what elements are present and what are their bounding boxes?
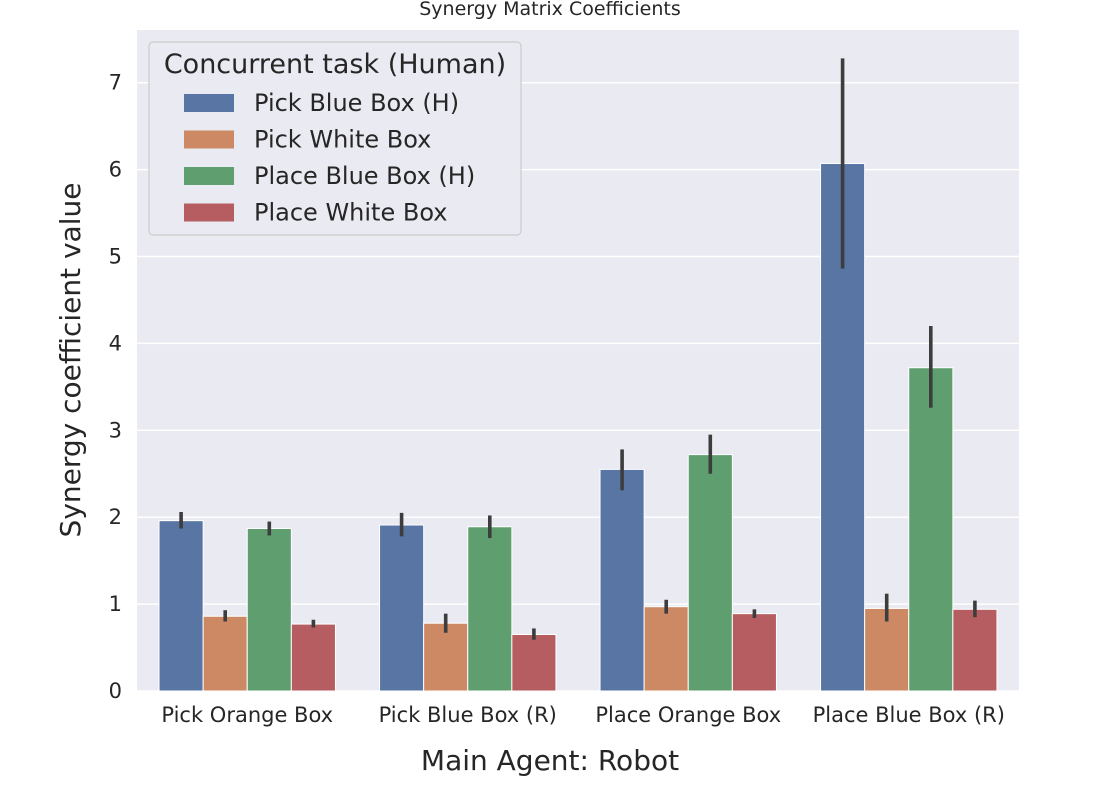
legend-title: Concurrent task (Human) [164,49,506,80]
y-tick-label: 1 [109,592,122,616]
x-axis-label: Main Agent: Robot [421,744,679,777]
bar [731,613,777,692]
y-tick-label: 4 [109,331,122,355]
chart-title: Synergy Matrix Coefficients [419,0,680,20]
x-tick-label: Place Orange Box [595,703,781,727]
y-tick-label: 2 [109,505,122,529]
y-tick-label: 6 [109,158,122,182]
bar [908,367,954,692]
legend-swatch [184,94,234,112]
x-tick-label: Place Blue Box (R) [813,703,1005,727]
bar [158,520,204,692]
bar [379,524,425,692]
bar [246,527,292,692]
x-tick-label: Pick Orange Box [161,703,333,727]
legend-label: Place Blue Box (H) [254,162,475,190]
legend-label: Pick White Box [254,126,431,154]
x-tick-label: Pick Blue Box (R) [379,703,557,727]
y-axis-label: Synergy coefficient value [54,183,87,538]
legend-swatch [184,130,234,149]
bars [158,163,998,692]
legend-label: Place White Box [254,199,447,227]
x-tick-labels: Pick Orange Box Pick Blue Box (R) Place Or… [161,703,1005,727]
bar [423,622,469,692]
y-tick-label: 5 [109,245,122,269]
legend-swatch [184,167,234,185]
bar [687,454,733,692]
y-tick-labels: 0 1 2 3 4 5 6 7 [109,71,122,703]
legend-swatch [184,203,234,222]
bar [511,634,557,692]
legend: Concurrent task (Human) Pick Blue Box (H… [148,41,522,236]
bar [599,468,645,692]
bar [952,608,998,692]
bar [290,623,336,692]
bar [467,526,513,692]
bar [643,606,689,692]
y-tick-label: 0 [109,679,122,703]
legend-items: Pick Blue Box (H) Pick White Box Place Blu… [184,89,475,227]
legend-box [148,41,522,236]
legend-label: Pick Blue Box (H) [254,89,459,117]
bar [202,615,248,692]
y-tick-label: 3 [109,418,122,442]
y-tick-label: 7 [109,71,122,95]
error-bars [179,58,977,640]
